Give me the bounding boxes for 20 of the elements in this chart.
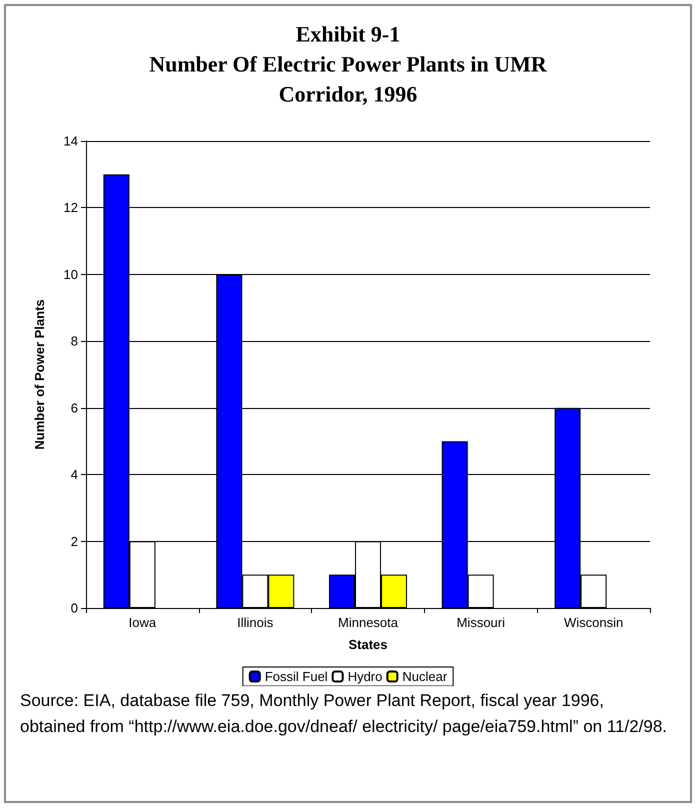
y-tick-label: 8 (70, 334, 78, 349)
legend-label: Hydro (348, 669, 382, 684)
legend-label: Nuclear (402, 669, 448, 684)
source-note: Source: EIA, database file 759, Monthly Power Plant Report, fiscal year 1996, obtained from “http://www.eia.doe.gov/dneaf/ electricity/ page/eia759.html” on 11/2/98. (20, 690, 668, 738)
x-tick-label: Wisconsin (564, 615, 624, 630)
x-tick-label: Illinois (237, 615, 274, 630)
y-tick-label: 0 (70, 600, 78, 616)
x-tick-label: Iowa (128, 615, 157, 630)
x-tick-label: Minnesota (338, 615, 399, 630)
y-tick-label: 2 (70, 534, 78, 549)
x-tick-label: Missouri (456, 615, 506, 630)
y-tick-label: 6 (70, 400, 78, 416)
legend-label: Fossil Fuel (264, 669, 328, 684)
chart-title: Exhibit 9-1 Number Of Electric Power Plants in UMR Corridor, 1996 (149, 22, 548, 106)
x-axis-title: States (348, 637, 388, 652)
y-axis-title: Number of Power Plants (32, 299, 47, 450)
y-tick-label: 10 (64, 266, 78, 282)
y-tick-label: 4 (70, 467, 78, 482)
y-tick-label: 12 (64, 200, 78, 216)
y-tick-label: 14 (64, 134, 78, 148)
